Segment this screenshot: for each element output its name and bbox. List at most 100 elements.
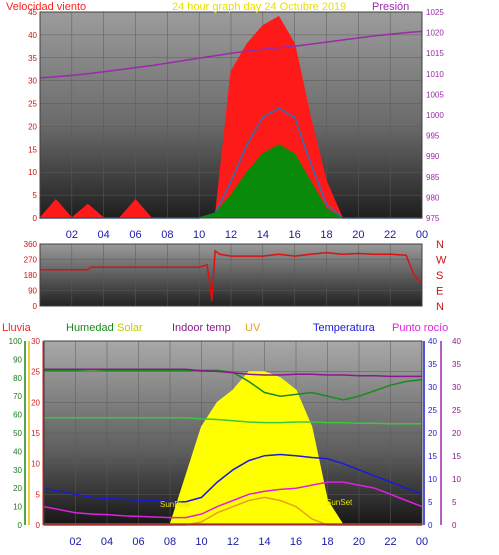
y-tick-label-direction: 90 xyxy=(28,287,37,296)
pressure-title: Presión xyxy=(372,1,409,13)
x-tick-label: 14 xyxy=(258,536,270,548)
lluvia-label: Lluvia xyxy=(2,322,32,334)
dewpoint-series xyxy=(43,481,423,519)
y-tick-label-lluvia: 80 xyxy=(13,374,22,383)
y-tick-label-temp: 30 xyxy=(31,337,40,346)
x-tick-label: 22 xyxy=(384,536,396,548)
y-tick-label-temperatura: 10 xyxy=(428,475,437,484)
x-tick-label: 06 xyxy=(132,536,144,548)
x-tick-label: 10 xyxy=(195,536,207,548)
y-tick-label-lluvia: 10 xyxy=(13,503,22,512)
y-tick-label-temp: 0 xyxy=(36,521,41,530)
y-tick-label-rocio: 25 xyxy=(452,406,461,415)
y-tick-label-wind: 20 xyxy=(28,122,37,131)
y-tick-label-temperatura: 20 xyxy=(428,429,437,438)
y-tick-label-pressure: 975 xyxy=(426,214,440,223)
y-tick-label-pressure: 1020 xyxy=(426,29,444,38)
y-tick-label-temperatura: 40 xyxy=(428,337,437,346)
y-tick-label-temp: 10 xyxy=(31,460,40,469)
x-tick-label: 18 xyxy=(320,229,332,241)
x-tick-label: 14 xyxy=(257,229,269,241)
y-tick-label-pressure: 980 xyxy=(426,193,440,202)
y-tick-label-temperatura: 25 xyxy=(428,406,437,415)
y-tick-label-temperatura: 35 xyxy=(428,360,437,369)
y-tick-label-pressure: 1010 xyxy=(426,70,444,79)
indoor-temp-series xyxy=(44,368,422,378)
sunrise-label: SunRise xyxy=(160,500,191,509)
y-tick-label-temp: 5 xyxy=(36,490,41,499)
x-tick-label: 12 xyxy=(225,229,237,241)
y-tick-label-wind: 15 xyxy=(28,145,37,154)
x-tick-label: 00 xyxy=(416,536,428,548)
humedad-label: Humedad xyxy=(66,322,114,334)
x-tick-label: 20 xyxy=(353,536,365,548)
x-tick-label: 18 xyxy=(321,536,333,548)
x-tick-label: 16 xyxy=(289,229,301,241)
y-tick-label-rocio: 35 xyxy=(452,360,461,369)
y-tick-label-rocio: 10 xyxy=(452,475,461,484)
y-tick-label-lluvia: 20 xyxy=(13,484,22,493)
y-tick-label-pressure: 1025 xyxy=(426,8,444,17)
y-tick-label-wind: 40 xyxy=(28,31,37,40)
y-tick-label-temperatura: 30 xyxy=(428,383,437,392)
y-tick-label-pressure: 990 xyxy=(426,152,440,161)
temperatura-label: Temperatura xyxy=(313,322,376,334)
wind-plot-frame xyxy=(39,11,423,219)
x-tick-label: 02 xyxy=(66,229,78,241)
y-tick-label-wind: 0 xyxy=(33,214,38,223)
temp-plot-frame xyxy=(43,340,423,526)
y-tick-label-direction: 180 xyxy=(24,271,38,280)
sunset-label: SunSet xyxy=(326,498,353,507)
y-tick-label-wind: 30 xyxy=(28,77,37,86)
y-tick-label-pressure: 995 xyxy=(426,132,440,141)
x-tick-label: 00 xyxy=(416,229,428,241)
y-tick-label-rocio: 20 xyxy=(452,429,461,438)
y-tick-label-wind: 25 xyxy=(28,100,37,109)
y-tick-label-rocio: 0 xyxy=(452,521,457,530)
direction-plot-frame xyxy=(39,243,423,307)
y-tick-label-lluvia: 60 xyxy=(13,411,22,420)
y-tick-label-wind: 35 xyxy=(28,54,37,63)
indoor-label: Indoor temp xyxy=(172,322,231,334)
y-tick-label-rocio: 5 xyxy=(452,498,457,507)
x-tick-label: 04 xyxy=(101,536,113,548)
y-tick-label-wind: 45 xyxy=(28,8,37,17)
y-tick-label-direction: 270 xyxy=(24,256,38,265)
y-tick-label-lluvia: 70 xyxy=(13,392,22,401)
y-tick-label-temperatura: 0 xyxy=(428,521,433,530)
y-tick-label-lluvia: 90 xyxy=(13,355,22,364)
y-tick-label-lluvia: 30 xyxy=(13,466,22,475)
y-tick-label-lluvia: 40 xyxy=(13,447,22,456)
y-tick-label-rocio: 30 xyxy=(452,383,461,392)
x-tick-label: 20 xyxy=(352,229,364,241)
x-tick-label: 10 xyxy=(193,229,205,241)
y-tick-label-wind: 10 xyxy=(28,168,37,177)
compass-label: N xyxy=(436,301,444,313)
y-tick-label-pressure: 1015 xyxy=(426,49,444,58)
y-tick-label-lluvia: 0 xyxy=(18,521,23,530)
y-tick-label-direction: 360 xyxy=(24,240,38,249)
x-tick-label: 16 xyxy=(290,536,302,548)
y-tick-label-rocio: 15 xyxy=(452,452,461,461)
y-tick-label-temp: 20 xyxy=(31,398,40,407)
compass-label: S xyxy=(436,270,443,282)
y-tick-label-rocio: 40 xyxy=(452,337,461,346)
y-tick-label-temperatura: 5 xyxy=(428,498,433,507)
y-tick-label-pressure: 985 xyxy=(426,173,440,182)
y-tick-label-pressure: 1000 xyxy=(426,111,444,120)
x-tick-label: 06 xyxy=(129,229,141,241)
y-tick-label-pressure: 1005 xyxy=(426,90,444,99)
graph-title: 24 hour graph day 24 Octubre 2019 xyxy=(172,1,346,13)
x-tick-label: 02 xyxy=(69,536,81,548)
compass-label: N xyxy=(436,239,444,251)
x-tick-label: 08 xyxy=(161,229,173,241)
y-tick-label-temp: 25 xyxy=(31,368,40,377)
wind-title: Velocidad viento xyxy=(6,1,86,13)
y-tick-label-direction: 0 xyxy=(33,302,38,311)
y-tick-label-temp: 15 xyxy=(31,429,40,438)
y-tick-label-lluvia: 50 xyxy=(13,429,22,438)
x-tick-label: 12 xyxy=(227,536,239,548)
x-tick-label: 04 xyxy=(98,229,110,241)
temperature-series xyxy=(43,453,423,503)
